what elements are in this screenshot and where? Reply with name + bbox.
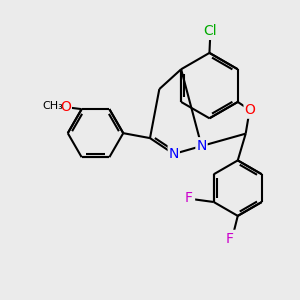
Text: O: O — [60, 100, 71, 114]
FancyBboxPatch shape — [60, 98, 72, 116]
Text: Cl: Cl — [204, 24, 217, 38]
Text: N: N — [196, 139, 207, 153]
FancyBboxPatch shape — [244, 101, 256, 119]
FancyBboxPatch shape — [195, 137, 208, 155]
Text: N: N — [169, 147, 179, 161]
Text: F: F — [185, 191, 193, 205]
FancyBboxPatch shape — [201, 22, 220, 40]
Text: F: F — [226, 232, 234, 246]
Text: CH₃: CH₃ — [43, 101, 63, 111]
FancyBboxPatch shape — [168, 145, 180, 163]
FancyBboxPatch shape — [183, 189, 195, 207]
FancyBboxPatch shape — [224, 230, 236, 248]
Text: O: O — [244, 103, 255, 117]
